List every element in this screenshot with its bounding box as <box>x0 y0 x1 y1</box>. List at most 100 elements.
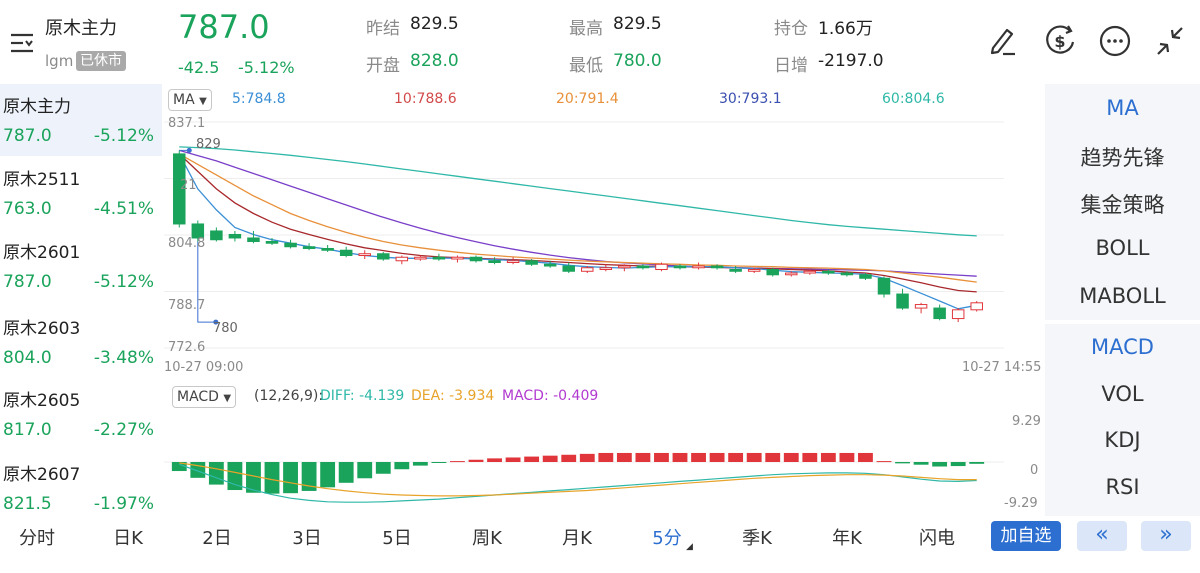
ma10-legend: 10:788.6 <box>394 91 457 107</box>
candle-body <box>729 269 742 272</box>
candle-body <box>377 253 390 260</box>
candle-body <box>877 277 891 295</box>
macd-bar <box>561 454 577 462</box>
diff-line <box>179 463 977 503</box>
indicator-rsi[interactable]: RSI <box>1105 475 1140 499</box>
oi-change-label: 日增 <box>774 56 808 76</box>
high-value: 829.5 <box>613 14 662 34</box>
period-tab[interactable]: 3日 <box>292 528 322 549</box>
candle-body <box>636 265 650 269</box>
contract-change-pct: -1.97% <box>93 494 154 514</box>
period-tab[interactable]: 月K <box>562 528 592 549</box>
contract-item[interactable]: 原木2511 763.0 -4.51% <box>0 157 162 229</box>
period-tab[interactable]: 季K <box>742 528 772 549</box>
dea-line <box>179 462 977 497</box>
contract-change-pct: -5.12% <box>93 272 154 292</box>
period-tab[interactable]: 年K <box>832 528 862 549</box>
open-interest-value: 1.66万 <box>818 19 873 39</box>
period-tab[interactable]: 2日 <box>202 528 232 549</box>
indicator-fund[interactable]: 集金策略 <box>1080 193 1165 217</box>
candle-body <box>766 269 779 276</box>
contract-name: 原木2601 <box>3 243 81 263</box>
period-tab-active[interactable]: 5分 <box>652 528 682 549</box>
high-label: 最高 <box>569 19 603 39</box>
period-tab[interactable]: 周K <box>472 528 502 549</box>
candle-body <box>655 263 668 271</box>
time-start: 10-27 09:00 <box>164 360 244 375</box>
macd-y-top: 9.29 <box>1012 414 1041 429</box>
y-label-lower-mid: 788.7 <box>168 298 206 313</box>
macd-bar <box>264 462 280 494</box>
open-interest-label: 持仓 <box>774 19 808 39</box>
more-icon[interactable] <box>1097 22 1137 62</box>
candle-body <box>228 233 242 239</box>
menu-icon[interactable] <box>8 30 36 56</box>
price-chart[interactable] <box>164 112 1044 360</box>
candle-body <box>488 260 501 264</box>
contract-name: 原木主力 <box>3 97 71 117</box>
ma-selector-label: MA <box>173 92 195 108</box>
dropdown-icon: ▼ <box>199 96 207 107</box>
status-badge: 已休市 <box>76 51 126 71</box>
indicator-vol[interactable]: VOL <box>1101 382 1144 406</box>
period-tab[interactable]: 日K <box>113 528 143 549</box>
low-marker-line <box>197 241 216 323</box>
candle-body <box>970 302 983 311</box>
currency-icon[interactable]: $ <box>1042 22 1082 62</box>
indicator-kdj[interactable]: KDJ <box>1104 428 1141 452</box>
macd-bar <box>283 462 298 494</box>
next-button[interactable]: » <box>1141 521 1191 551</box>
contract-item[interactable]: 原木2603 804.0 -3.48% <box>0 306 162 378</box>
macd-bar <box>746 452 762 462</box>
ma30-line <box>179 149 977 277</box>
macd-bar <box>357 462 373 479</box>
candle-body <box>562 265 575 272</box>
collapse-icon[interactable] <box>1152 22 1192 62</box>
candle-body <box>191 223 205 239</box>
contract-item[interactable]: 原木2605 817.0 -2.27% <box>0 378 162 450</box>
macd-bar <box>858 452 873 462</box>
ma-selector[interactable]: MA ▼ <box>168 89 212 111</box>
add-watchlist-button[interactable]: 加自选 <box>991 521 1061 551</box>
macd-bar <box>709 452 725 462</box>
prev-button[interactable]: « <box>1077 521 1127 551</box>
contract-price: 763.0 <box>3 199 52 219</box>
candle-body <box>673 265 687 269</box>
contract-item[interactable]: 原木2607 821.5 -1.97% <box>0 452 162 516</box>
dea-legend: DEA: -3.934 <box>411 388 495 404</box>
period-tab[interactable]: 闪电 <box>919 528 955 549</box>
candle-body <box>506 260 520 264</box>
macd-bar <box>654 452 669 462</box>
ma60-line <box>179 146 977 237</box>
oi-change-value: -2197.0 <box>818 51 884 71</box>
candle-body <box>914 304 928 309</box>
macd-bar <box>208 462 224 485</box>
macd-bar <box>616 452 632 462</box>
candle-body <box>358 253 371 256</box>
panel-divider <box>1045 320 1200 324</box>
indicator-maboll[interactable]: MABOLL <box>1079 284 1166 308</box>
draw-tool-icon[interactable] <box>985 22 1025 62</box>
price-change: -42.5 <box>178 58 220 77</box>
period-dropdown-icon[interactable]: ◢ <box>686 542 693 552</box>
open-value: 828.0 <box>410 51 459 71</box>
indicator-macd[interactable]: MACD <box>1091 335 1154 359</box>
period-tab[interactable]: 分时 <box>19 528 55 549</box>
candle-body <box>785 272 798 276</box>
macd-legend: MACD: -0.409 <box>502 388 599 404</box>
candle-body <box>581 267 594 272</box>
contract-item[interactable]: 原木2601 787.0 -5.12% <box>0 230 162 302</box>
indicator-ma[interactable]: MA <box>1106 96 1139 120</box>
macd-bar <box>839 452 855 462</box>
indicator-boll[interactable]: BOLL <box>1095 236 1150 260</box>
macd-selector[interactable]: MACD ▼ <box>172 386 237 408</box>
contract-item[interactable]: 原木主力 787.0 -5.12% <box>0 84 162 156</box>
price-change-pct: -5.12% <box>238 58 295 77</box>
period-tab[interactable]: 5日 <box>382 528 412 549</box>
high-marker-dot <box>186 147 192 153</box>
indicator-trend[interactable]: 趋势先锋 <box>1080 146 1165 170</box>
macd-chart[interactable] <box>164 412 1044 512</box>
contract-title: 原木主力 <box>45 18 117 39</box>
candle-body <box>692 265 705 269</box>
candle-body <box>302 246 316 249</box>
